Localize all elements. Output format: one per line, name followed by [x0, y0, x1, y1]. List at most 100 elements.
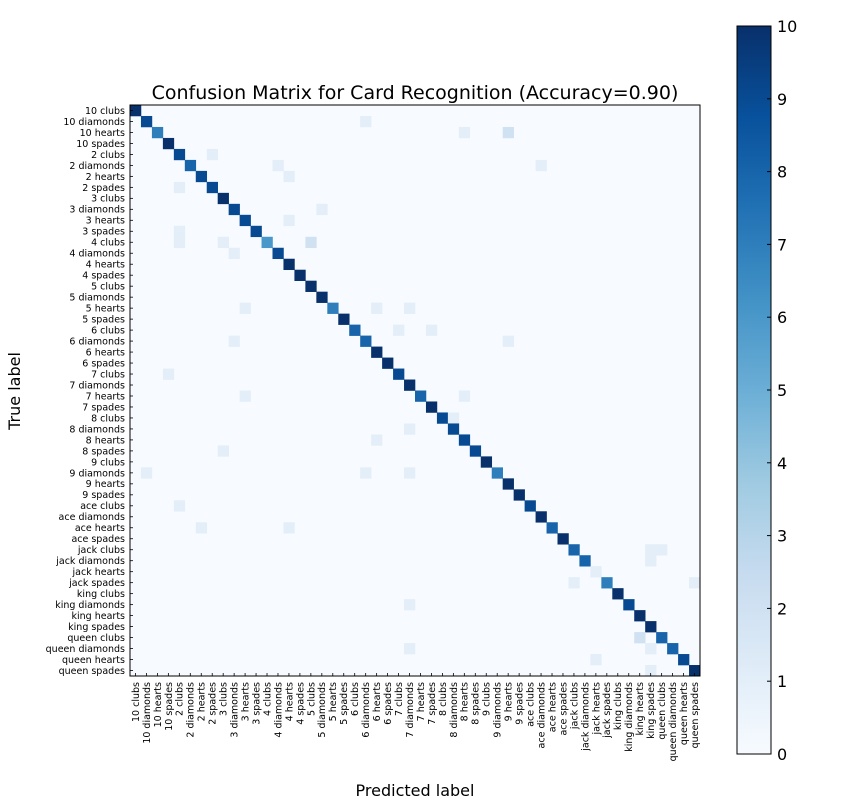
x-tick-label: 5 spades	[339, 682, 350, 725]
heatmap-cell	[590, 566, 602, 578]
x-tick-label: 10 clubs	[131, 682, 142, 722]
heatmap-cell	[601, 577, 613, 589]
heatmap-cell	[513, 489, 525, 501]
heatmap-cell	[217, 192, 229, 205]
y-tick-label: 10 spades	[76, 139, 125, 150]
x-tick-label: 3 clubs	[219, 682, 230, 716]
x-tick-label: 2 diamonds	[186, 682, 197, 738]
x-tick-label: queen hearts	[679, 682, 690, 745]
heatmap-cell	[404, 599, 416, 611]
heatmap-cell	[360, 467, 372, 479]
colorbar-tick-label: 5	[777, 381, 787, 400]
x-tick-label: 9 hearts	[504, 682, 515, 721]
heatmap-cell	[305, 236, 317, 249]
y-tick-label: queen clubs	[67, 633, 125, 644]
x-tick-label: 4 diamonds	[273, 682, 284, 738]
colorbar-tick-label: 0	[777, 745, 787, 764]
y-axis-label: True label	[5, 352, 24, 431]
heatmap-cell	[228, 335, 240, 347]
y-tick-label: 10 hearts	[80, 128, 125, 139]
plot-frame	[129, 104, 701, 677]
heatmap-cell	[458, 390, 471, 402]
y-tick-label: 10 diamonds	[63, 117, 125, 128]
heatmap-cell	[228, 203, 240, 216]
x-tick-label: 5 hearts	[328, 682, 339, 721]
x-tick-label: king clubs	[613, 682, 624, 730]
y-tick-label: 2 spades	[82, 183, 125, 194]
y-tick-label: 8 diamonds	[69, 424, 125, 435]
x-tick-label: 10 spades	[164, 682, 175, 731]
y-tick-label: 2 hearts	[86, 172, 125, 183]
y-tick-label: 8 spades	[82, 446, 125, 457]
heatmap-cell	[283, 258, 295, 271]
heatmap-cell	[360, 115, 372, 128]
heatmap-cell	[283, 170, 295, 183]
heatmap-cell	[404, 302, 416, 314]
y-tick-label: 7 clubs	[91, 369, 125, 380]
heatmap-cell	[634, 632, 646, 644]
heatmap-cell	[656, 632, 668, 644]
heatmap-cell	[228, 247, 240, 260]
heatmap-cell	[689, 577, 701, 589]
heatmap-cell	[404, 643, 416, 655]
x-tick-label: 7 hearts	[416, 682, 427, 721]
colorbar	[736, 25, 772, 755]
heatmap-cell	[283, 522, 295, 534]
heatmap-cell	[645, 555, 657, 567]
heatmap-cell	[502, 126, 514, 139]
y-tick-label: 6 diamonds	[69, 336, 125, 347]
heatmap-cell	[173, 236, 186, 249]
heatmap-cells	[130, 105, 701, 677]
y-tick-label: 5 hearts	[86, 304, 125, 315]
heatmap-cell	[371, 434, 383, 446]
heatmap-cell	[623, 599, 635, 611]
heatmap-cell	[239, 390, 251, 402]
y-tick-label: 9 hearts	[86, 479, 125, 490]
y-tick-label: 4 diamonds	[69, 249, 125, 260]
y-tick-label: 7 spades	[82, 402, 125, 413]
heatmap-cell	[393, 368, 405, 380]
heatmap-cell	[382, 357, 394, 369]
y-tick-label: jack clubs	[77, 545, 125, 556]
y-tick-label: 8 clubs	[91, 413, 125, 424]
heatmap-cell	[316, 203, 328, 216]
heatmap-cell	[404, 379, 416, 391]
heatmap-cell	[415, 390, 427, 402]
x-tick-label: 8 diamonds	[449, 682, 460, 738]
x-tick-label: 9 clubs	[482, 682, 493, 716]
heatmap-cell	[447, 412, 460, 424]
heatmap-cell	[579, 555, 591, 567]
y-tick-label: 10 clubs	[85, 106, 125, 117]
colorbar-tick-label: 6	[777, 308, 787, 327]
y-tick-label: 4 hearts	[86, 260, 125, 271]
y-tick-label: 6 hearts	[86, 347, 125, 358]
heatmap-cell	[656, 544, 668, 556]
heatmap-cell	[316, 291, 328, 303]
x-tick-label: 4 spades	[295, 682, 306, 725]
heatmap-cell	[239, 214, 251, 227]
x-tick-label: 5 clubs	[306, 682, 317, 716]
x-tick-label: jack spades	[602, 682, 613, 739]
heatmap-cell	[557, 533, 569, 545]
x-tick-label: queen clubs	[657, 682, 668, 740]
heatmap-cell	[371, 346, 383, 358]
heatmap-cell	[195, 522, 208, 534]
y-tick-label: 2 diamonds	[69, 161, 125, 172]
heatmap-cell	[272, 159, 284, 172]
colorbar-tick-label: 10	[777, 17, 797, 36]
heatmap-cell	[371, 302, 383, 314]
x-tick-label: 9 spades	[515, 682, 526, 725]
x-tick-label: 5 diamonds	[317, 682, 328, 738]
heatmap-cell	[239, 302, 251, 314]
heatmap-cell	[349, 324, 361, 336]
x-tick-labels: 10 clubs 10 diamonds 10 hearts 10 spades 2 c…	[131, 673, 701, 761]
heatmap-cell	[645, 544, 657, 556]
colorbar-tick-label: 4	[777, 454, 787, 473]
heatmap-cell	[546, 522, 558, 534]
heatmap-cell	[689, 665, 701, 677]
y-tick-label: king spades	[68, 622, 125, 633]
heatmap-cell	[634, 610, 646, 622]
heatmap-cell	[645, 665, 657, 677]
y-tick-label: 3 hearts	[86, 216, 125, 227]
